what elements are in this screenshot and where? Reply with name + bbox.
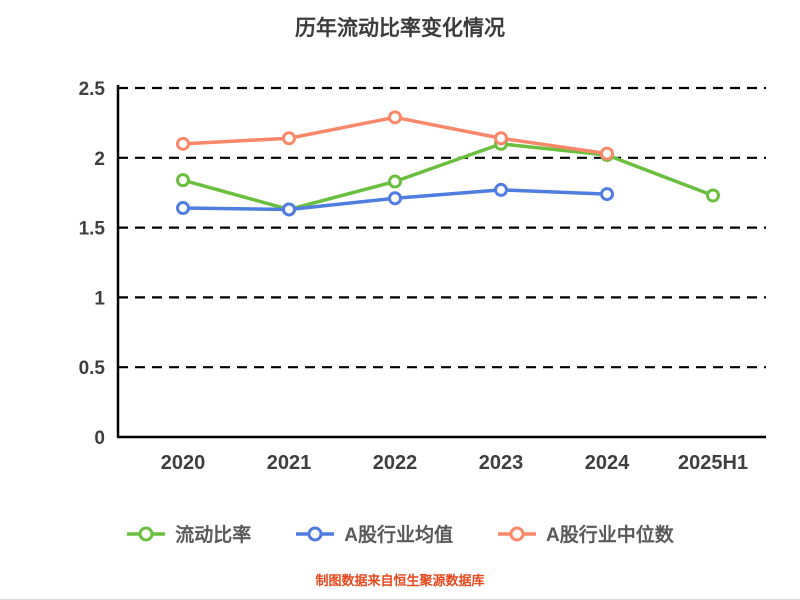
legend-marker-industry-mean-icon (296, 526, 335, 541)
svg-text:1.5: 1.5 (79, 219, 106, 240)
legend-label-current-ratio: 流动比率 (175, 525, 252, 546)
svg-text:2.5: 2.5 (79, 79, 106, 100)
svg-text:1: 1 (94, 288, 105, 309)
legend-marker-industry-median-icon (498, 526, 536, 541)
svg-text:0.5: 0.5 (79, 358, 106, 379)
line-chart-plot: 0 0.5 1 1.5 2 2.5 2020 2021 2022 2023 2024 2025H1 (79, 79, 766, 474)
legend-marker-current-ratio-icon (127, 526, 166, 541)
svg-text:0: 0 (94, 428, 105, 449)
legend-label-industry-median: A股行业中位数 (546, 525, 674, 546)
svg-text:2021: 2021 (267, 452, 312, 474)
svg-text:2023: 2023 (479, 452, 524, 474)
chart-title: 历年流动比率变化情况 (295, 17, 505, 40)
legend-item-industry-mean: A股行业均值 (295, 520, 453, 547)
svg-text:2022: 2022 (373, 452, 418, 474)
svg-text:2: 2 (94, 149, 105, 170)
data-source-note: 制图数据来自恒生聚源数据库 (315, 573, 485, 588)
svg-text:2024: 2024 (585, 452, 630, 474)
svg-text:2025H1: 2025H1 (678, 452, 748, 474)
legend-item-industry-median: A股行业中位数 (497, 520, 674, 547)
svg-text:2020: 2020 (161, 452, 206, 474)
legend-item-current-ratio: 流动比率 (126, 520, 251, 547)
legend-label-industry-mean: A股行业均值 (344, 525, 453, 546)
legend: 流动比率 A股行业均值 A股行业中位数 (0, 520, 800, 547)
